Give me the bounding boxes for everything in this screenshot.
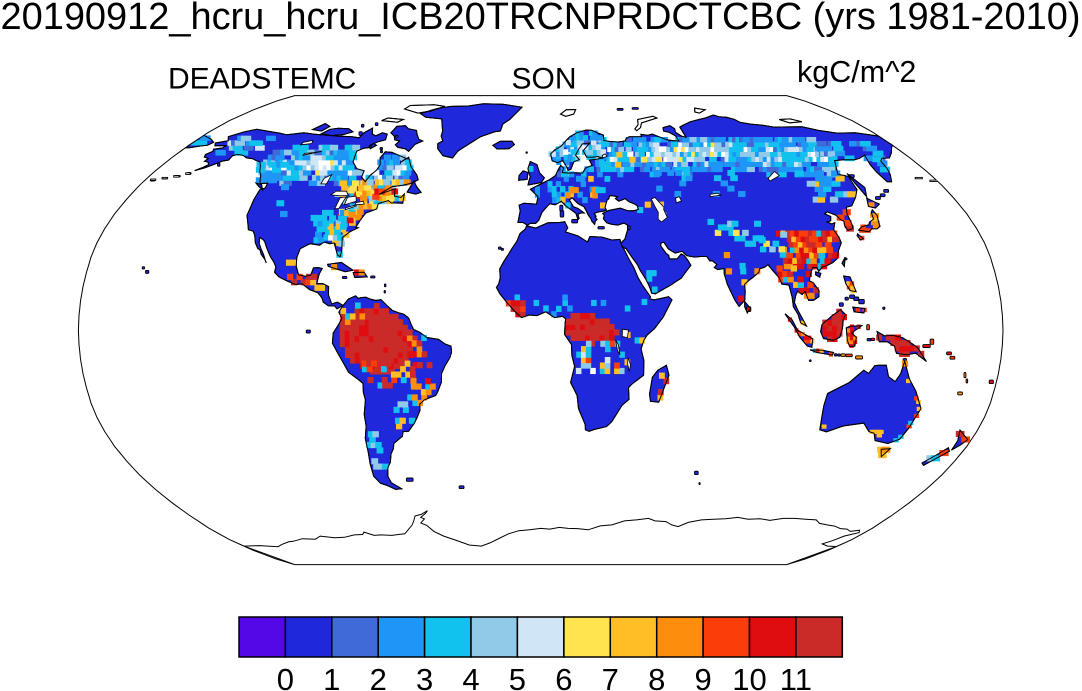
svg-text:DEADSTEMC: DEADSTEMC [168, 63, 356, 96]
svg-text:9: 9 [694, 662, 711, 691]
svg-text:11: 11 [780, 662, 812, 691]
svg-text:kgC/m^2: kgC/m^2 [797, 55, 916, 89]
svg-text:3: 3 [416, 662, 433, 691]
svg-text:4: 4 [462, 662, 479, 691]
svg-text:2: 2 [370, 662, 387, 691]
svg-text:8: 8 [648, 662, 665, 691]
svg-text:20190912_hcru_hcru_ICB20TRCNPR: 20190912_hcru_hcru_ICB20TRCNPRDCTCBC (yr… [1, 0, 1081, 38]
svg-text:5: 5 [509, 662, 526, 691]
svg-text:SON: SON [512, 63, 577, 96]
svg-text:7: 7 [602, 662, 619, 691]
svg-text:10: 10 [732, 662, 766, 691]
svg-text:1: 1 [323, 662, 340, 691]
svg-text:0: 0 [277, 662, 294, 691]
svg-text:6: 6 [555, 662, 572, 691]
